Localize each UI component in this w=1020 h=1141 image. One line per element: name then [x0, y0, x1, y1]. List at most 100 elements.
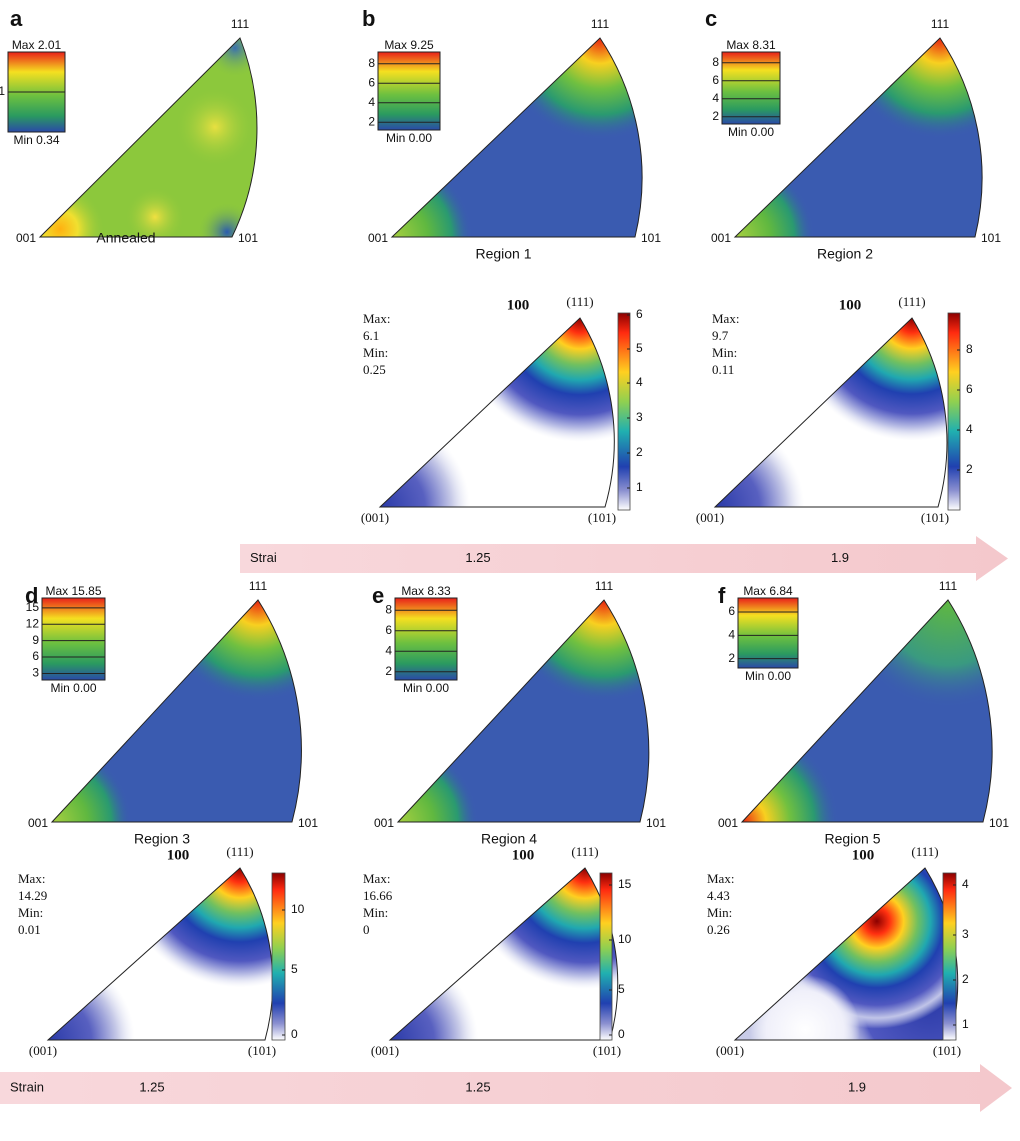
corner-label: (101) — [921, 510, 949, 525]
sim-stat: Min: — [363, 345, 388, 360]
sim-stat: Min: — [707, 905, 732, 920]
sim-stat: 0.11 — [712, 362, 734, 377]
legend-tick: 2 — [728, 651, 735, 665]
legend-min: Min 0.00 — [403, 681, 449, 695]
colorbar — [599, 872, 613, 1041]
corner-label: (001) — [371, 1043, 399, 1058]
strain-value: 1.25 — [465, 1079, 490, 1094]
corner-label: 111 — [591, 17, 610, 31]
corner-label: (001) — [361, 510, 389, 525]
colorbar-label: 15 — [618, 877, 632, 891]
legend-box — [41, 597, 106, 681]
caption: Region 4 — [481, 831, 537, 847]
strain-value: 1.9 — [848, 1079, 866, 1094]
intensity-spot — [769, 868, 958, 1029]
colorbar-label: 10 — [618, 932, 632, 946]
corner-label: (001) — [716, 1043, 744, 1058]
colorbar — [947, 312, 961, 511]
corner-label: (111) — [911, 844, 938, 859]
colorbar-label: 1 — [962, 1017, 969, 1031]
legend-tick: 2 — [368, 114, 375, 128]
legend-min: Min 0.00 — [728, 125, 774, 139]
corner-label: (111) — [566, 294, 593, 309]
legend-tick: 6 — [368, 75, 375, 89]
colorbar-label: 10 — [291, 902, 305, 916]
corner-label: 111 — [249, 579, 268, 593]
legend-box — [377, 51, 441, 131]
colorbar-label: 5 — [636, 341, 643, 355]
colorbar-label: 1 — [636, 480, 643, 494]
sim-stat: Min: — [363, 905, 388, 920]
corner-label: 001 — [711, 231, 731, 245]
caption: Region 2 — [817, 246, 873, 262]
corner-label: 001 — [368, 231, 388, 245]
strain-arrow — [0, 1064, 1012, 1112]
sim-title: 100 — [167, 847, 190, 863]
corner-label: 101 — [641, 231, 661, 245]
legend-max: Max 8.33 — [401, 584, 451, 598]
corner-label: (101) — [593, 1043, 621, 1058]
corner-label: 001 — [28, 816, 48, 830]
sim-title: 100 — [852, 847, 875, 863]
colorbar — [942, 872, 957, 1041]
colorbar-label: 3 — [636, 410, 643, 424]
sim-stat: Max: — [363, 311, 390, 326]
legend-min: Min 0.00 — [386, 131, 432, 145]
sim-stat: 0.26 — [707, 922, 730, 937]
triangle-fill — [40, 38, 257, 237]
triangle-outline — [50, 599, 302, 823]
caption: Region 5 — [824, 831, 880, 847]
ebsd-triangle — [735, 38, 983, 237]
colorbar-label: 8 — [966, 342, 973, 356]
panel-letter: f — [718, 583, 726, 608]
corner-label: 111 — [595, 579, 614, 593]
strain-value: 1.25 — [139, 1079, 164, 1094]
legend-max: Max 2.01 — [12, 38, 62, 52]
legend-tick: 8 — [385, 602, 392, 616]
legend-tick: 8 — [712, 55, 719, 69]
corner-label: (111) — [226, 844, 253, 859]
triangle-outline — [46, 867, 274, 1041]
panel-letter: b — [362, 6, 375, 31]
corner-label: (001) — [696, 510, 724, 525]
corner-label: (101) — [933, 1043, 961, 1058]
legend-tick: 9 — [32, 633, 39, 647]
colorbar-label: 4 — [636, 375, 643, 389]
legend-tick: 4 — [368, 95, 375, 109]
sim-stat: Max: — [707, 871, 734, 886]
sim-stat: 0 — [363, 922, 370, 937]
legend-tick: 6 — [385, 623, 392, 637]
sim-stat: 6.1 — [363, 328, 379, 343]
corner-label: 101 — [238, 231, 258, 245]
corner-label: (101) — [588, 510, 616, 525]
triangle-outline — [733, 37, 983, 238]
sim-title: 100 — [512, 847, 535, 863]
legend-tick: 12 — [26, 616, 40, 630]
sim-stat: Max: — [18, 871, 45, 886]
sim-stat: 4.43 — [707, 888, 730, 903]
intensity-spot — [464, 868, 618, 989]
legend-tick: 6 — [32, 649, 39, 663]
legend-tick: 6 — [712, 73, 719, 87]
sim-stat: Min: — [18, 905, 43, 920]
intensity-spot — [125, 187, 185, 237]
intensity-spot — [497, 38, 643, 141]
intensity-spot — [839, 38, 983, 139]
legend-max: Max 15.85 — [45, 584, 101, 598]
triangle-outline — [396, 599, 650, 823]
colorbar-label: 6 — [966, 382, 973, 396]
intensity-spot — [456, 318, 615, 442]
legend-box — [721, 51, 781, 125]
colorbar-label: 5 — [291, 962, 298, 976]
sim-stat: 0.25 — [363, 362, 386, 377]
ebsd-triangle — [392, 38, 643, 237]
intensity-spot — [750, 975, 860, 1040]
corner-label: 001 — [718, 816, 738, 830]
strain-value: 1.9 — [831, 550, 849, 565]
caption: Region 3 — [134, 831, 190, 847]
legend-tick: 2 — [385, 664, 392, 678]
caption: Annealed — [96, 230, 155, 246]
legend-box — [737, 597, 799, 669]
corner-label: (111) — [898, 294, 925, 309]
